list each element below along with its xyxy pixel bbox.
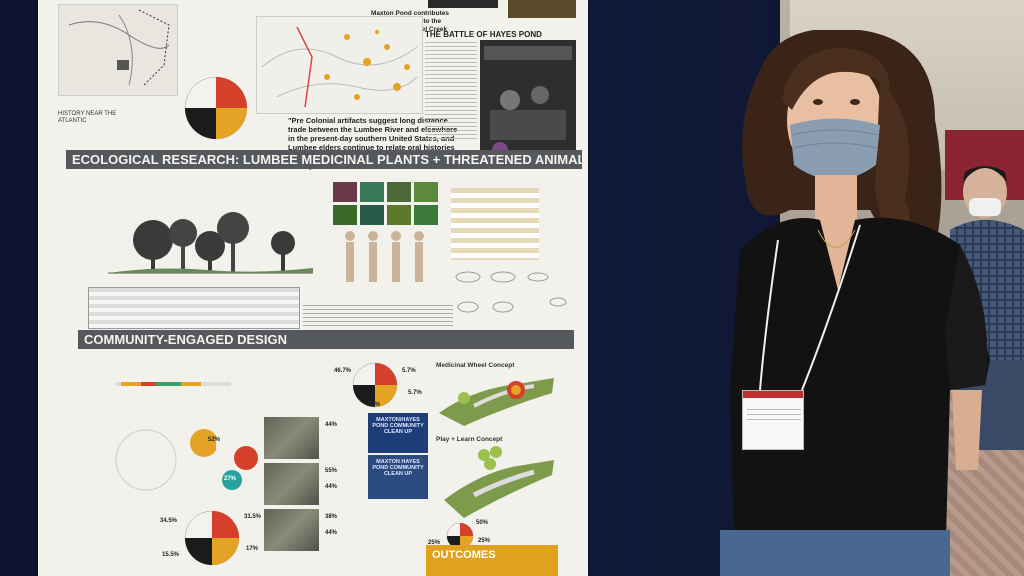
stat-27: 27% bbox=[224, 476, 237, 482]
stat-34-5: 34.5% bbox=[160, 518, 178, 524]
stat-44-b: 44% bbox=[325, 484, 338, 490]
stat-55: 55% bbox=[325, 468, 338, 474]
name-badge bbox=[742, 390, 804, 450]
battle-text bbox=[425, 42, 477, 142]
stat-25-a: 25% bbox=[428, 540, 441, 546]
satellite-image-3 bbox=[264, 509, 319, 551]
stat-46-7: 46.7% bbox=[334, 368, 352, 374]
stat-38: 38% bbox=[325, 514, 338, 520]
medicinal-wheel-label: Medicinal Wheel Concept bbox=[436, 362, 515, 369]
plant-photo-grid bbox=[333, 182, 443, 226]
community-design-header: COMMUNITY-ENGAGED DESIGN bbox=[78, 330, 574, 349]
play-learn-label: Play + Learn Concept bbox=[436, 436, 503, 443]
stat-52: 52% bbox=[208, 437, 221, 443]
medicine-wheel-middle bbox=[352, 362, 398, 408]
ecology-text bbox=[303, 305, 453, 327]
stat-15-5: 15.5% bbox=[162, 552, 180, 558]
stat-17: 17% bbox=[246, 546, 259, 552]
stat-5-7-a: 5.7% bbox=[402, 368, 416, 374]
satellite-image-2 bbox=[264, 463, 319, 505]
stat-40: 40% bbox=[368, 402, 381, 408]
stat-44-c: 44% bbox=[325, 530, 338, 536]
historic-photo bbox=[480, 40, 576, 167]
satellite-image-1 bbox=[264, 417, 319, 459]
cleanup-flyer-1: MAXTON/HAYES POND COMMUNITY CLEAN UP bbox=[368, 413, 428, 453]
badge-header-strip bbox=[743, 391, 803, 398]
animal-sketches bbox=[455, 271, 567, 313]
plant-data-table bbox=[88, 287, 300, 329]
outcomes-banner: OUTCOMES bbox=[426, 545, 558, 576]
species-table bbox=[451, 188, 539, 260]
tree-silhouettes bbox=[108, 212, 313, 274]
cleanup-flyer-2: MAXTON HAYES POND COMMUNITY CLEAN UP bbox=[368, 455, 428, 499]
regional-map bbox=[58, 4, 178, 96]
red-stat-circle bbox=[234, 446, 258, 470]
timeline-bar bbox=[116, 382, 231, 386]
top-photo-2 bbox=[508, 0, 576, 18]
medicine-wheel-top bbox=[184, 76, 248, 140]
human-figures bbox=[345, 231, 424, 282]
badge-text bbox=[747, 409, 801, 423]
research-poster: HISTORY NEAR THE ATLANTIC Maxton Pond co… bbox=[38, 0, 588, 576]
stat-44-a: 44% bbox=[325, 422, 338, 428]
stat-31-5: 31.5% bbox=[244, 514, 262, 520]
top-photo-1 bbox=[428, 0, 498, 8]
river-map bbox=[256, 16, 423, 114]
history-caption: HISTORY NEAR THE ATLANTIC bbox=[58, 111, 117, 124]
stat-25-b: 25% bbox=[478, 538, 491, 544]
stat-5-7-b: 5.7% bbox=[408, 390, 422, 396]
ecological-research-header: ECOLOGICAL RESEARCH: LUMBEE MEDICINAL PL… bbox=[66, 150, 582, 169]
teal-stat-circle bbox=[222, 470, 242, 490]
participation-circles bbox=[115, 429, 216, 491]
stat-50: 50% bbox=[476, 520, 489, 526]
medicine-wheel-bottom bbox=[184, 510, 240, 566]
play-learn-concept-plan bbox=[444, 446, 554, 518]
battle-title: THE BATTLE OF HAYES POND bbox=[425, 30, 542, 39]
presenter-person bbox=[720, 30, 990, 576]
medicinal-wheel-concept-plan bbox=[439, 378, 554, 426]
